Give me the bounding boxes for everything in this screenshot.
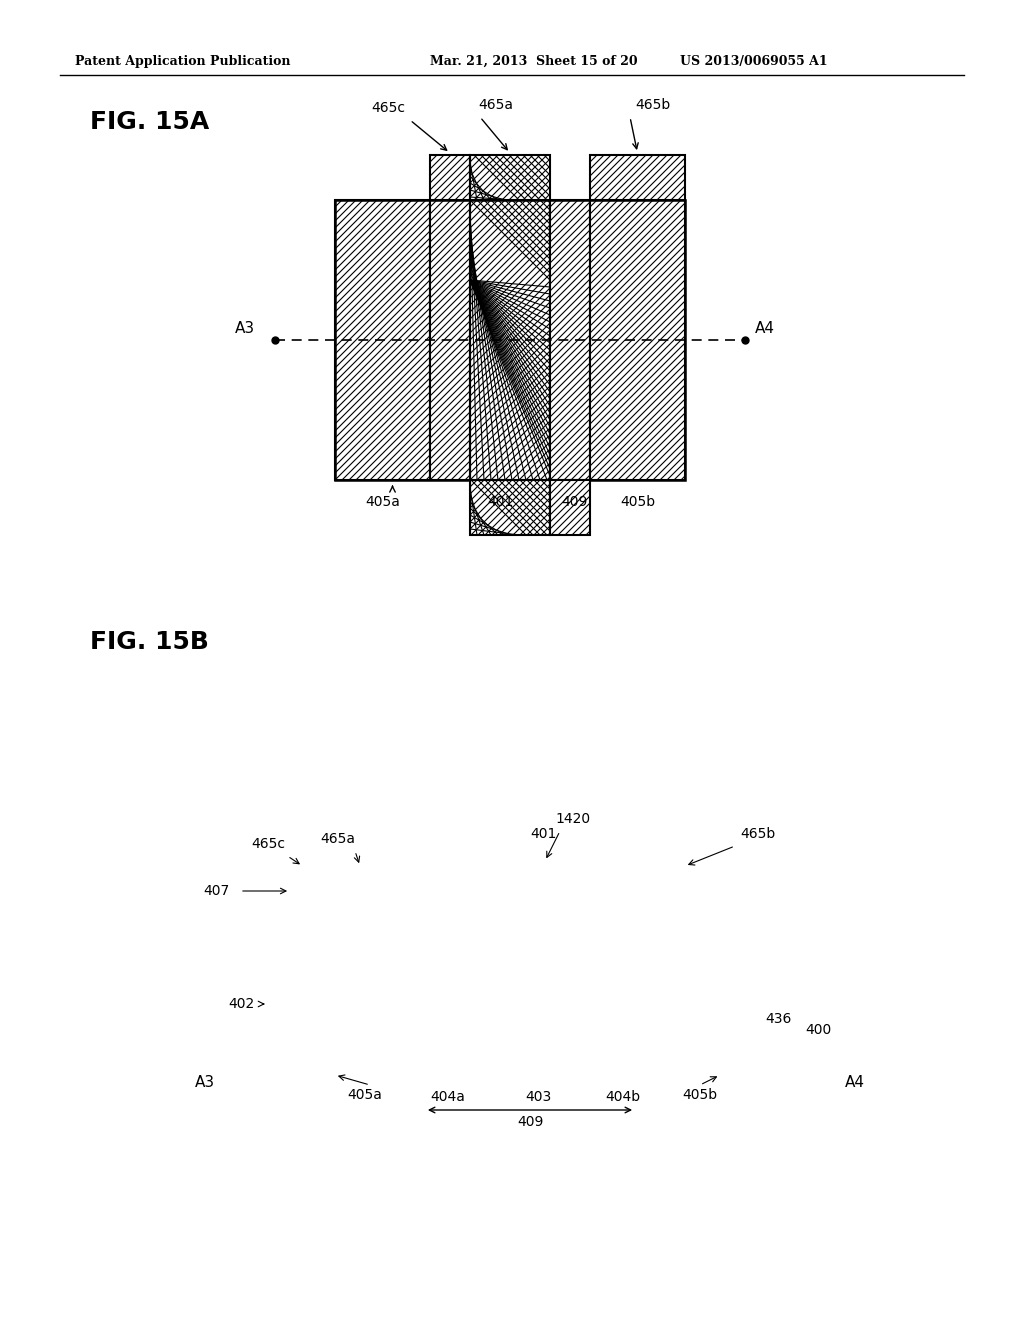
Polygon shape <box>635 946 770 962</box>
Text: 404b: 404b <box>605 1090 640 1104</box>
Polygon shape <box>265 995 795 1001</box>
Text: US 2013/0069055 A1: US 2013/0069055 A1 <box>680 55 827 69</box>
Polygon shape <box>590 201 685 480</box>
Text: FIG. 15A: FIG. 15A <box>90 110 209 135</box>
Polygon shape <box>230 1002 800 1012</box>
Text: 409: 409 <box>562 495 588 510</box>
Polygon shape <box>640 886 730 906</box>
Polygon shape <box>230 1032 800 1041</box>
Text: Patent Application Publication: Patent Application Publication <box>75 55 291 69</box>
Text: A3: A3 <box>234 321 255 337</box>
Polygon shape <box>470 201 550 480</box>
Text: 405b: 405b <box>620 495 655 510</box>
Text: 404a: 404a <box>430 1090 465 1104</box>
Text: 403: 403 <box>525 1090 551 1104</box>
Polygon shape <box>550 480 590 535</box>
Text: 402: 402 <box>228 997 255 1011</box>
Text: 409: 409 <box>517 1115 543 1129</box>
Polygon shape <box>430 201 470 480</box>
Text: A4: A4 <box>755 321 775 337</box>
Polygon shape <box>330 886 420 906</box>
Polygon shape <box>295 912 365 932</box>
Polygon shape <box>485 917 545 939</box>
Polygon shape <box>265 1040 795 1060</box>
Polygon shape <box>285 923 775 935</box>
Polygon shape <box>495 886 565 906</box>
Polygon shape <box>260 946 395 962</box>
Polygon shape <box>265 970 795 995</box>
Polygon shape <box>490 993 540 998</box>
Polygon shape <box>265 1026 795 1038</box>
Text: 465c: 465c <box>371 102 406 115</box>
Polygon shape <box>335 201 430 480</box>
Text: 436: 436 <box>765 1012 792 1026</box>
Polygon shape <box>655 962 745 993</box>
Polygon shape <box>590 154 685 201</box>
Polygon shape <box>665 912 735 932</box>
Text: 400: 400 <box>805 1023 831 1038</box>
Polygon shape <box>290 886 315 906</box>
Text: A4: A4 <box>845 1074 865 1090</box>
Text: Mar. 21, 2013  Sheet 15 of 20: Mar. 21, 2013 Sheet 15 of 20 <box>430 55 638 69</box>
Polygon shape <box>325 935 425 970</box>
Text: A3: A3 <box>195 1074 215 1090</box>
Text: 401: 401 <box>530 828 556 841</box>
Text: 401: 401 <box>486 495 513 510</box>
Polygon shape <box>265 912 280 932</box>
Polygon shape <box>490 931 570 970</box>
Text: 465a: 465a <box>478 98 513 112</box>
Polygon shape <box>230 1022 800 1032</box>
Polygon shape <box>470 154 550 201</box>
Text: 465c: 465c <box>251 837 285 851</box>
Text: 405b: 405b <box>682 1088 718 1102</box>
Polygon shape <box>485 970 575 978</box>
Text: 465a: 465a <box>319 832 355 846</box>
Polygon shape <box>195 700 865 1250</box>
Polygon shape <box>470 480 550 535</box>
Text: 465b: 465b <box>740 828 775 841</box>
Text: 405a: 405a <box>366 495 400 510</box>
Polygon shape <box>230 993 800 1014</box>
Polygon shape <box>430 154 470 201</box>
Text: 405a: 405a <box>347 1088 382 1102</box>
Text: 1420: 1420 <box>555 812 590 826</box>
Text: FIG. 15B: FIG. 15B <box>90 630 209 653</box>
Polygon shape <box>480 957 550 993</box>
Text: 407: 407 <box>204 884 230 898</box>
Text: 465b: 465b <box>635 98 671 112</box>
Polygon shape <box>265 1010 795 1022</box>
Polygon shape <box>635 935 735 970</box>
Polygon shape <box>550 201 590 480</box>
Polygon shape <box>285 962 375 993</box>
Polygon shape <box>230 1049 800 1068</box>
